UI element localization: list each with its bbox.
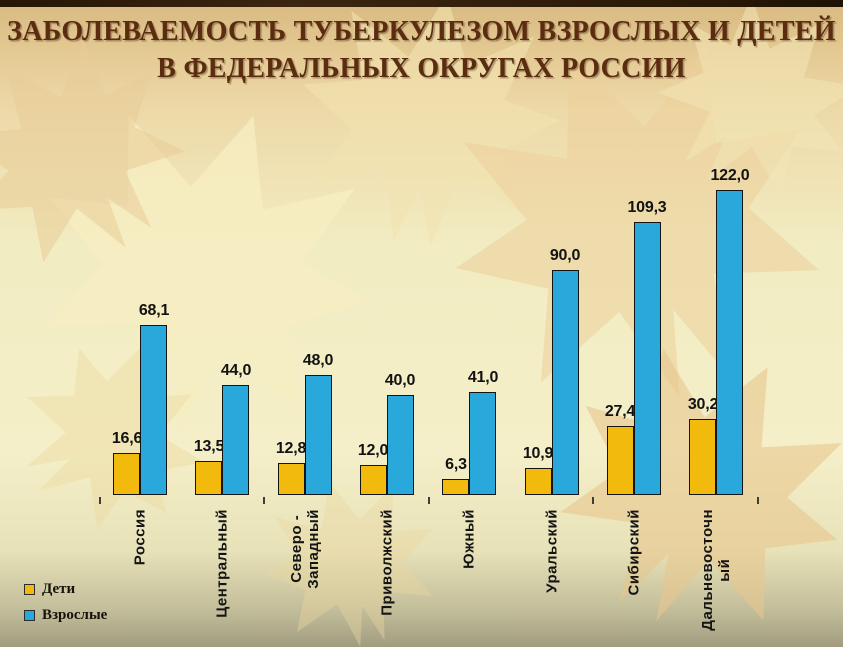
value-label: 12,8	[275, 440, 307, 457]
value-label: 16,6	[111, 430, 143, 447]
category-label: Дальневосточн ый	[699, 509, 733, 631]
bar-adults	[552, 270, 579, 495]
value-label: 109,3	[627, 199, 667, 216]
bar-children	[525, 468, 552, 495]
bar-adults	[716, 190, 743, 495]
category-label: Приволжский	[378, 509, 396, 616]
value-label: 30,2	[687, 396, 719, 413]
category-label: Россия	[131, 509, 149, 566]
bar-adults	[469, 392, 496, 495]
value-label: 41,0	[467, 369, 499, 386]
bar-children	[689, 419, 716, 495]
bar-children	[360, 465, 387, 495]
category-label: Сибирский	[625, 509, 643, 596]
bar-adults	[222, 385, 249, 495]
value-label: 48,0	[302, 352, 334, 369]
value-label: 90,0	[549, 247, 581, 264]
axis-tick	[263, 497, 265, 504]
bar-adults	[634, 222, 661, 495]
chart-legend: Дети Взрослые	[24, 581, 107, 633]
legend-label: Взрослые	[42, 607, 108, 623]
bar-adults	[305, 375, 332, 495]
axis-tick	[428, 497, 430, 504]
bar-children	[278, 463, 305, 495]
legend-label: Дети	[42, 581, 76, 597]
bar-adults	[140, 325, 167, 495]
legend-swatch	[24, 584, 35, 595]
axis-tick	[592, 497, 594, 504]
category-label: Уральский	[543, 509, 561, 593]
value-label: 27,4	[604, 403, 636, 420]
category-label: Южный	[460, 509, 478, 569]
axis-tick	[99, 497, 101, 504]
value-label: 12,0	[357, 442, 389, 459]
bar-children	[195, 461, 222, 495]
value-label: 6,3	[445, 456, 467, 473]
legend-item: Взрослые	[24, 607, 107, 624]
slide-title-line1: ЗАБОЛЕВАЕМОСТЬ ТУБЕРКУЛЕЗОМ ВЗРОСЛЫХ И Д…	[7, 16, 836, 47]
value-label: 40,0	[384, 372, 416, 389]
axis-tick	[757, 497, 759, 504]
value-label: 13,5	[193, 438, 225, 455]
value-label: 68,1	[138, 302, 170, 319]
slide-title: ЗАБОЛЕВАЕМОСТЬ ТУБЕРКУЛЕЗОМ ВЗРОСЛЫХ И Д…	[0, 13, 843, 87]
bar-children	[113, 453, 140, 495]
value-label: 122,0	[710, 167, 750, 184]
legend-swatch	[24, 610, 35, 621]
bar-children	[607, 426, 634, 495]
category-label: Центральный	[213, 509, 231, 618]
slide-title-line2: В ФЕДЕРАЛЬНЫХ ОКРУГАХ РОССИИ	[157, 53, 686, 84]
value-label: 10,9	[522, 445, 554, 462]
value-label: 44,0	[220, 362, 252, 379]
bar-adults	[387, 395, 414, 495]
legend-item: Дети	[24, 581, 107, 598]
category-label: Северо - Западный	[288, 509, 322, 589]
bar-children	[442, 479, 469, 495]
slide-top-border	[0, 0, 843, 7]
